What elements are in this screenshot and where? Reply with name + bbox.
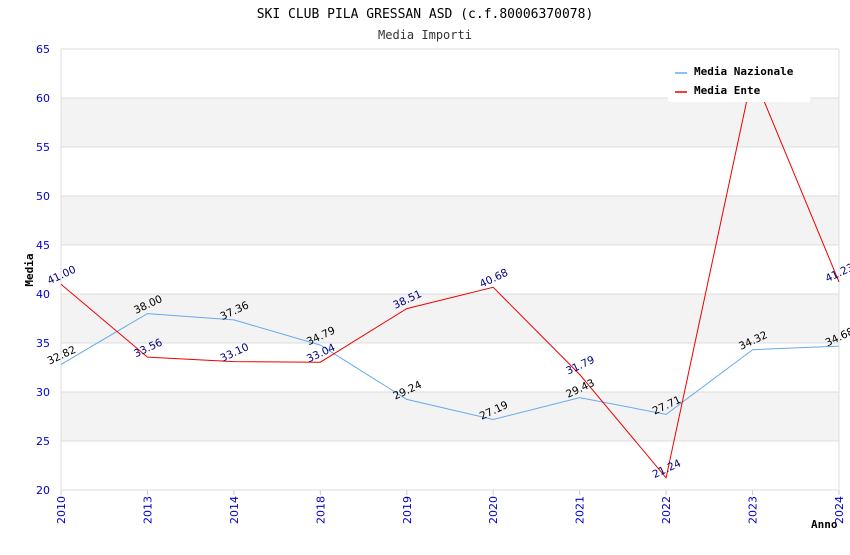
- y-tick-label: 30: [36, 386, 50, 399]
- plot-background: [61, 49, 839, 490]
- legend-label-media-nazionale: Media Nazionale: [694, 65, 794, 78]
- x-tick-label: 2014: [228, 496, 241, 524]
- legend-label-media-ente: Media Ente: [694, 84, 761, 97]
- y-tick-label: 20: [36, 484, 50, 497]
- x-tick-label: 2021: [574, 496, 587, 524]
- plot-band: [61, 392, 839, 441]
- y-tick-label: 35: [36, 337, 50, 350]
- x-tick-label: 2020: [487, 496, 500, 524]
- legend-box: [668, 58, 810, 102]
- x-tick-label: 2019: [401, 496, 414, 524]
- y-tick-label: 55: [36, 141, 50, 154]
- chart-title: SKI CLUB PILA GRESSAN ASD (c.f.800063700…: [257, 7, 594, 22]
- y-tick-label: 40: [36, 288, 50, 301]
- y-tick-label: 50: [36, 190, 50, 203]
- y-tick-label: 45: [36, 239, 50, 252]
- y-tick-label: 25: [36, 435, 50, 448]
- plot-band: [61, 147, 839, 196]
- y-axis-ticks: 20 25 30 35 40 45 50 55 60 65: [36, 43, 50, 497]
- chart-subtitle: Media Importi: [378, 28, 472, 42]
- plot-band: [61, 294, 839, 343]
- x-tick-label: 2010: [55, 496, 68, 524]
- x-axis-label: Anno: [811, 518, 838, 531]
- series-lines: [60, 71, 840, 479]
- x-tick-label: 2024: [833, 496, 846, 524]
- series-line-media-nazionale: [60, 313, 840, 421]
- legend: Media Nazionale Media Ente: [668, 58, 810, 102]
- x-tick-label: 2023: [747, 496, 760, 524]
- plot-band: [61, 343, 839, 392]
- x-tick-label: 2013: [141, 496, 154, 524]
- plot-band: [61, 98, 839, 147]
- grid-lines: [60, 48, 840, 491]
- y-tick-label: 65: [36, 43, 50, 56]
- plot-band: [61, 196, 839, 245]
- plot-band: [61, 441, 839, 490]
- y-tick-label: 60: [36, 92, 50, 105]
- plot-band: [61, 245, 839, 294]
- x-tick-label: 2018: [314, 496, 327, 524]
- series-line-media-ente: [60, 71, 840, 479]
- y-axis-label: Media: [23, 253, 36, 286]
- x-tick-label: 2022: [660, 496, 673, 524]
- x-axis-ticks: 2010 2013 2014 2018 2019 2020 2021 2022 2023 2024: [55, 490, 846, 524]
